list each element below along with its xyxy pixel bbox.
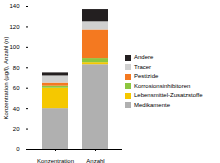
html-text:Tracer: Tracer bbox=[134, 63, 152, 70]
svg-text:80: 80 bbox=[13, 65, 20, 71]
html-text:Lebensmittel-Zusatzstoffe: Lebensmittel-Zusatzstoffe bbox=[134, 92, 203, 98]
svg-text:Konzentration: Konzentration bbox=[37, 158, 74, 163]
svg-text:60: 60 bbox=[13, 85, 20, 91]
svg-text:Konzentration (µg/l), Anzahl (: Konzentration (µg/l), Anzahl (n) bbox=[3, 37, 9, 120]
html-text:Medikamente: Medikamente bbox=[134, 101, 170, 108]
html-text:Korrosionsinhibitoren: Korrosionsinhibitoren bbox=[134, 82, 191, 89]
svg-text:0: 0 bbox=[16, 146, 20, 152]
svg-text:140: 140 bbox=[9, 3, 20, 9]
svg-text:20: 20 bbox=[13, 126, 20, 132]
svg-text:100: 100 bbox=[9, 44, 20, 50]
svg-text:120: 120 bbox=[9, 24, 20, 30]
svg-text:Anzahl: Anzahl bbox=[86, 158, 104, 163]
svg-text:40: 40 bbox=[13, 106, 20, 112]
html-text:Pestizide: Pestizide bbox=[134, 73, 159, 79]
html-text:Andere: Andere bbox=[134, 54, 154, 60]
